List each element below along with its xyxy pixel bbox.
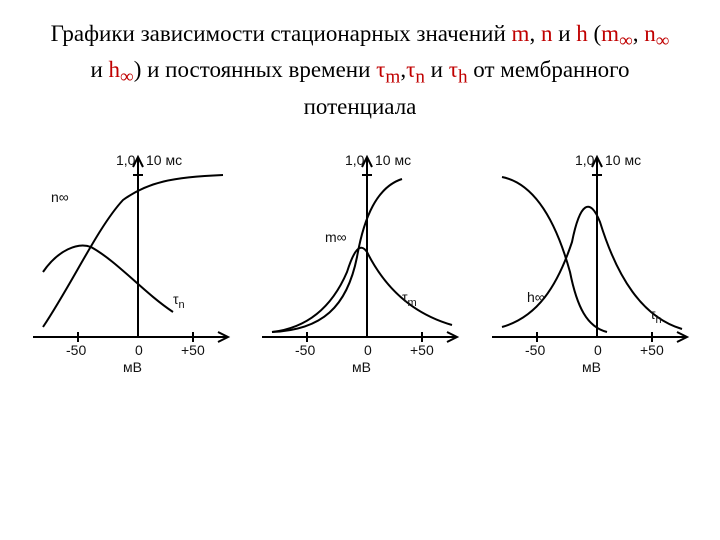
svg-text:0: 0: [364, 342, 372, 358]
chart-panel-n: 1,0 10 мс -50 0 +50 мВ n∞ τn: [23, 142, 238, 392]
svg-text:+50: +50: [640, 342, 664, 358]
title-tauh: τh: [449, 57, 468, 82]
svg-text:-50: -50: [525, 342, 545, 358]
curve-n-inf: [43, 175, 223, 327]
title-text-2: ,: [529, 21, 541, 46]
curve-tau-n: [43, 246, 173, 312]
curve-h-inf: [502, 177, 607, 332]
title-text-5: ,: [633, 21, 645, 46]
chart-panel-h: 1,0 10 мс -50 0 +50 мВ h∞ τh: [482, 142, 697, 392]
svg-text:1,0: 1,0: [116, 152, 136, 168]
title-ninf: n∞: [644, 21, 669, 46]
label-h-inf: h∞: [527, 289, 545, 305]
title-hinf: h∞: [109, 57, 134, 82]
svg-text:1,0: 1,0: [575, 152, 595, 168]
curve-tau-m: [272, 248, 452, 332]
page-title: Графики зависимости стационарных значени…: [0, 0, 720, 122]
label-m-inf: m∞: [325, 229, 347, 245]
label-n-inf: n∞: [51, 189, 69, 205]
chart-panel-m: 1,0 10 мс -50 0 +50 мВ m∞ τm: [252, 142, 467, 392]
svg-text:-50: -50: [66, 342, 86, 358]
title-text-1: Графики зависимости стационарных значени…: [51, 21, 512, 46]
svg-text:мВ: мВ: [352, 359, 371, 375]
svg-text:10 мс: 10 мс: [146, 152, 182, 168]
title-text-4: (: [588, 21, 601, 46]
chart-svg-h: 1,0 10 мс -50 0 +50 мВ h∞ τh: [482, 142, 697, 392]
svg-text:10 мс: 10 мс: [375, 152, 411, 168]
svg-text:+50: +50: [181, 342, 205, 358]
svg-text:0: 0: [135, 342, 143, 358]
label-tau-h: τh: [650, 306, 662, 326]
title-minf: m∞: [601, 21, 633, 46]
svg-text:0: 0: [594, 342, 602, 358]
svg-text:-50: -50: [295, 342, 315, 358]
title-text-7: ) и постоянных времени: [134, 57, 376, 82]
title-text-6: и: [90, 57, 108, 82]
label-tau-n: τn: [173, 291, 185, 311]
title-text-9: и: [425, 57, 449, 82]
chart-svg-m: 1,0 10 мс -50 0 +50 мВ m∞ τm: [252, 142, 467, 392]
label-tau-m: τm: [402, 289, 417, 309]
title-m: m: [512, 21, 530, 46]
svg-text:мВ: мВ: [582, 359, 601, 375]
title-n: n: [541, 21, 553, 46]
svg-text:1,0: 1,0: [345, 152, 365, 168]
chart-panels: 1,0 10 мс -50 0 +50 мВ n∞ τn 1,0 10 мс -…: [0, 122, 720, 392]
title-text-3: и: [552, 21, 576, 46]
chart-svg-n: 1,0 10 мс -50 0 +50 мВ n∞ τn: [23, 142, 238, 392]
title-taun: τn: [406, 57, 425, 82]
svg-text:мВ: мВ: [123, 359, 142, 375]
svg-text:10 мс: 10 мс: [605, 152, 641, 168]
curve-m-inf: [272, 179, 402, 332]
title-taum: τm: [376, 57, 400, 82]
title-h: h: [576, 21, 588, 46]
svg-text:+50: +50: [410, 342, 434, 358]
